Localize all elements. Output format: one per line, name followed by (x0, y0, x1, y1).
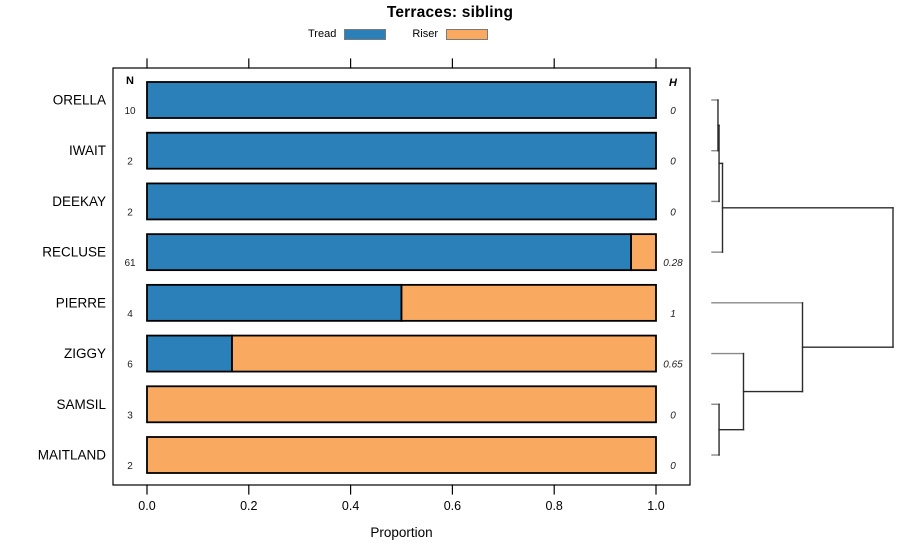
x-tick-label: 0.4 (342, 499, 359, 513)
legend-label-tread: Tread (308, 28, 337, 40)
x-tick-label: 1.0 (647, 499, 664, 513)
bar-tread-orella (146, 81, 657, 119)
row-label-deekay: DEEKAY (52, 194, 106, 209)
row-label-pierre: PIERRE (56, 295, 106, 310)
n-value-iwait: 2 (127, 157, 133, 168)
h-value-orella: 0 (670, 106, 676, 117)
n-value-maitland: 2 (127, 461, 133, 472)
bar-riser-recluse (630, 233, 657, 272)
h-value-recluse: 0.28 (663, 258, 683, 269)
h-value-deekay: 0 (670, 207, 676, 218)
x-tick-label: 0.6 (444, 499, 461, 513)
n-value-recluse: 61 (124, 258, 136, 269)
h-value-ziggy: 0.65 (663, 360, 683, 371)
legend-swatch-tread (344, 28, 387, 40)
h-value-maitland: 0 (670, 461, 676, 472)
bar-tread-iwait (146, 131, 657, 170)
chart-title: Terraces: sibling (386, 4, 514, 21)
n-value-ziggy: 6 (127, 360, 133, 371)
bar-tread-pierre (146, 283, 403, 322)
row-label-iwait: IWAIT (69, 143, 106, 158)
h-value-samsil: 0 (670, 410, 676, 421)
x-tick-label: 0.8 (546, 499, 563, 513)
bar-tread-deekay (146, 182, 657, 221)
legend-swatch-riser (446, 28, 488, 40)
chart-legend: Tread Riser (308, 26, 488, 42)
n-value-pierre: 4 (127, 309, 133, 320)
x-tick-label: 0.0 (138, 499, 155, 513)
n-value-samsil: 3 (127, 410, 133, 421)
h-value-pierre: 1 (670, 309, 676, 320)
h-column-header: H (669, 77, 678, 89)
x-tick-label: 0.2 (240, 499, 257, 513)
row-label-orella: ORELLA (53, 93, 106, 108)
x-axis-title: Proportion (370, 525, 432, 540)
h-value-iwait: 0 (670, 157, 676, 168)
row-label-maitland: MAITLAND (38, 447, 107, 462)
bar-riser-pierre (400, 283, 657, 322)
legend-label-riser: Riser (412, 28, 438, 40)
bar-riser-samsil (146, 385, 657, 424)
bar-tread-recluse (146, 233, 632, 272)
bar-riser-maitland (146, 436, 657, 474)
row-label-ziggy: ZIGGY (64, 346, 106, 361)
n-value-deekay: 2 (127, 207, 133, 218)
row-label-recluse: RECLUSE (42, 245, 106, 260)
row-label-samsil: SAMSIL (56, 397, 106, 412)
bar-riser-ziggy (231, 334, 657, 373)
n-value-orella: 10 (124, 106, 136, 117)
n-column-header: N (126, 75, 134, 87)
bar-tread-ziggy (146, 334, 233, 373)
plot-box (112, 67, 691, 486)
